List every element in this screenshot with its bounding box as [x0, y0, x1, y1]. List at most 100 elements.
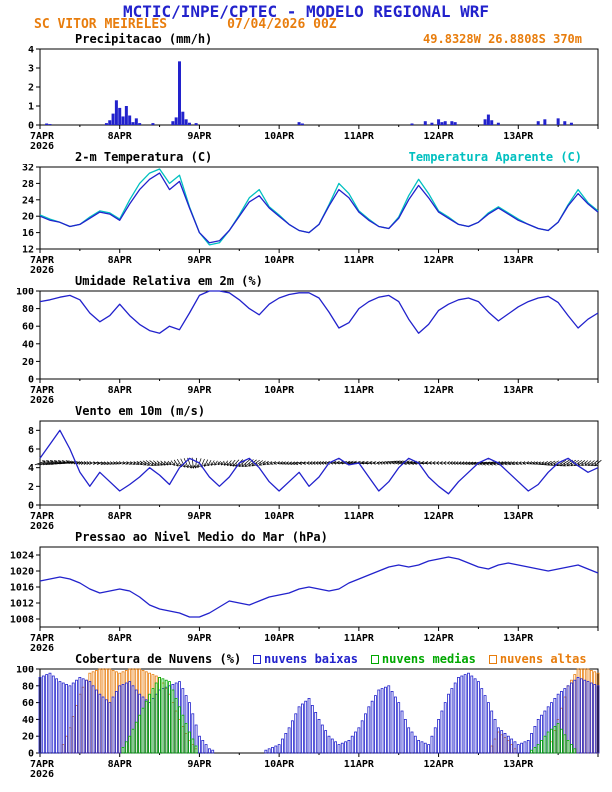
svg-text:2026: 2026 [30, 521, 54, 530]
svg-text:80: 80 [22, 304, 34, 315]
svg-text:20: 20 [22, 212, 34, 223]
svg-text:11APR: 11APR [344, 385, 375, 396]
svg-text:13APR: 13APR [503, 759, 534, 770]
low-clouds-swatch-icon [253, 654, 261, 664]
svg-text:1024: 1024 [10, 551, 34, 562]
svg-text:2026: 2026 [30, 769, 54, 778]
svg-text:0: 0 [28, 121, 34, 132]
mid-clouds-swatch-icon [370, 654, 379, 664]
apparent-temperature-title: Temperatura Aparente (C) [408, 150, 582, 164]
svg-text:1020: 1020 [10, 567, 34, 578]
svg-text:24: 24 [22, 195, 34, 206]
svg-text:11APR: 11APR [344, 131, 375, 142]
svg-text:13APR: 13APR [503, 385, 534, 396]
svg-text:7APR: 7APR [30, 759, 55, 770]
panel-cloud-cover: Cobertura de Nuvens (%) nuvens baixas nu… [0, 652, 612, 778]
svg-text:12APR: 12APR [424, 633, 455, 644]
svg-text:2026: 2026 [30, 141, 54, 150]
svg-text:12: 12 [22, 245, 34, 256]
svg-text:2: 2 [28, 482, 34, 493]
legend-item-high-clouds: nuvens altas [488, 652, 587, 666]
svg-text:1: 1 [28, 102, 34, 113]
svg-text:28: 28 [22, 179, 34, 190]
cloud-cover-title: Cobertura de Nuvens (%) [75, 652, 242, 666]
svg-text:8: 8 [28, 426, 34, 437]
svg-text:12APR: 12APR [424, 385, 455, 396]
svg-text:11APR: 11APR [344, 759, 375, 770]
svg-text:0: 0 [28, 375, 34, 386]
svg-text:80: 80 [22, 681, 34, 692]
svg-text:4: 4 [28, 463, 34, 474]
svg-text:9APR: 9APR [187, 633, 212, 644]
svg-text:7APR: 7APR [30, 131, 55, 142]
svg-text:13APR: 13APR [503, 511, 534, 522]
header-row: SC VITOR MEIRELES 07/04/2026 00Z [0, 17, 612, 32]
svg-text:10APR: 10APR [264, 759, 295, 770]
svg-text:100: 100 [16, 288, 34, 298]
panel-precipitation: Precipitacao (mm/h) 49.8328W 26.8808S 37… [0, 32, 612, 150]
location-coordinates: 49.8328W 26.8808S 370m [423, 32, 582, 46]
pressure-title: Pressao ao Nivel Medio do Mar (hPa) [75, 530, 328, 544]
panel-temperature: 2-m Temperatura (C) Temperatura Aparente… [0, 150, 612, 274]
svg-text:12APR: 12APR [424, 255, 455, 266]
humidity-title: Umidade Relativa em 2m (%) [75, 274, 263, 288]
svg-text:7APR: 7APR [30, 633, 55, 644]
svg-text:9APR: 9APR [187, 255, 212, 266]
svg-text:7APR: 7APR [30, 385, 55, 396]
cloud-legend: nuvens baixas nuvens medias nuvens altas [253, 652, 587, 666]
svg-text:0: 0 [28, 749, 34, 760]
run-datetime: 07/04/2026 00Z [227, 17, 337, 32]
legend-item-mid-clouds: nuvens medias [370, 652, 476, 666]
precip-title: Precipitacao (mm/h) [75, 32, 213, 46]
svg-text:9APR: 9APR [187, 759, 212, 770]
svg-text:1012: 1012 [10, 599, 34, 610]
svg-text:3: 3 [28, 64, 34, 75]
svg-text:32: 32 [22, 164, 34, 174]
svg-text:2026: 2026 [30, 395, 54, 404]
svg-text:12APR: 12APR [424, 131, 455, 142]
svg-text:13APR: 13APR [503, 633, 534, 644]
wind-title: Vento em 10m (m/s) [75, 404, 206, 418]
svg-text:8APR: 8APR [108, 131, 133, 142]
svg-text:9APR: 9APR [187, 385, 212, 396]
page-title: MCTIC/INPE/CPTEC - MODELO REGIONAL WRF [122, 2, 490, 21]
svg-text:6: 6 [28, 445, 34, 456]
panel-humidity: Umidade Relativa em 2m (%) 0 20 40 60 80 100 7… [0, 274, 612, 404]
svg-text:100: 100 [16, 666, 34, 676]
svg-text:11APR: 11APR [344, 255, 375, 266]
svg-text:13APR: 13APR [503, 131, 534, 142]
svg-text:40: 40 [22, 715, 34, 726]
svg-text:11APR: 11APR [344, 633, 375, 644]
svg-text:2: 2 [28, 83, 34, 94]
svg-text:8APR: 8APR [108, 633, 133, 644]
svg-text:9APR: 9APR [187, 511, 212, 522]
station-name: SC VITOR MEIRELES [34, 17, 168, 32]
svg-text:16: 16 [22, 228, 34, 239]
svg-text:2026: 2026 [30, 643, 54, 652]
svg-text:8APR: 8APR [108, 385, 133, 396]
svg-text:10APR: 10APR [264, 131, 295, 142]
svg-text:4: 4 [28, 46, 34, 56]
svg-text:10APR: 10APR [264, 255, 295, 266]
svg-text:20: 20 [22, 357, 34, 368]
svg-text:10APR: 10APR [264, 633, 295, 644]
svg-text:60: 60 [22, 322, 34, 333]
svg-text:13APR: 13APR [503, 255, 534, 266]
temperature-title: 2-m Temperatura (C) [75, 150, 213, 164]
high-clouds-swatch-icon [488, 654, 497, 664]
svg-text:40: 40 [22, 339, 34, 350]
legend-item-low-clouds: nuvens baixas [253, 652, 358, 666]
svg-text:12APR: 12APR [424, 511, 455, 522]
svg-text:2026: 2026 [30, 265, 54, 274]
svg-text:8APR: 8APR [108, 759, 133, 770]
panel-wind: Vento em 10m (m/s) 0 2 4 6 8 7APR 2026 8APR 9APR… [0, 404, 612, 530]
svg-text:12APR: 12APR [424, 759, 455, 770]
svg-text:10APR: 10APR [264, 385, 295, 396]
svg-text:20: 20 [22, 732, 34, 743]
